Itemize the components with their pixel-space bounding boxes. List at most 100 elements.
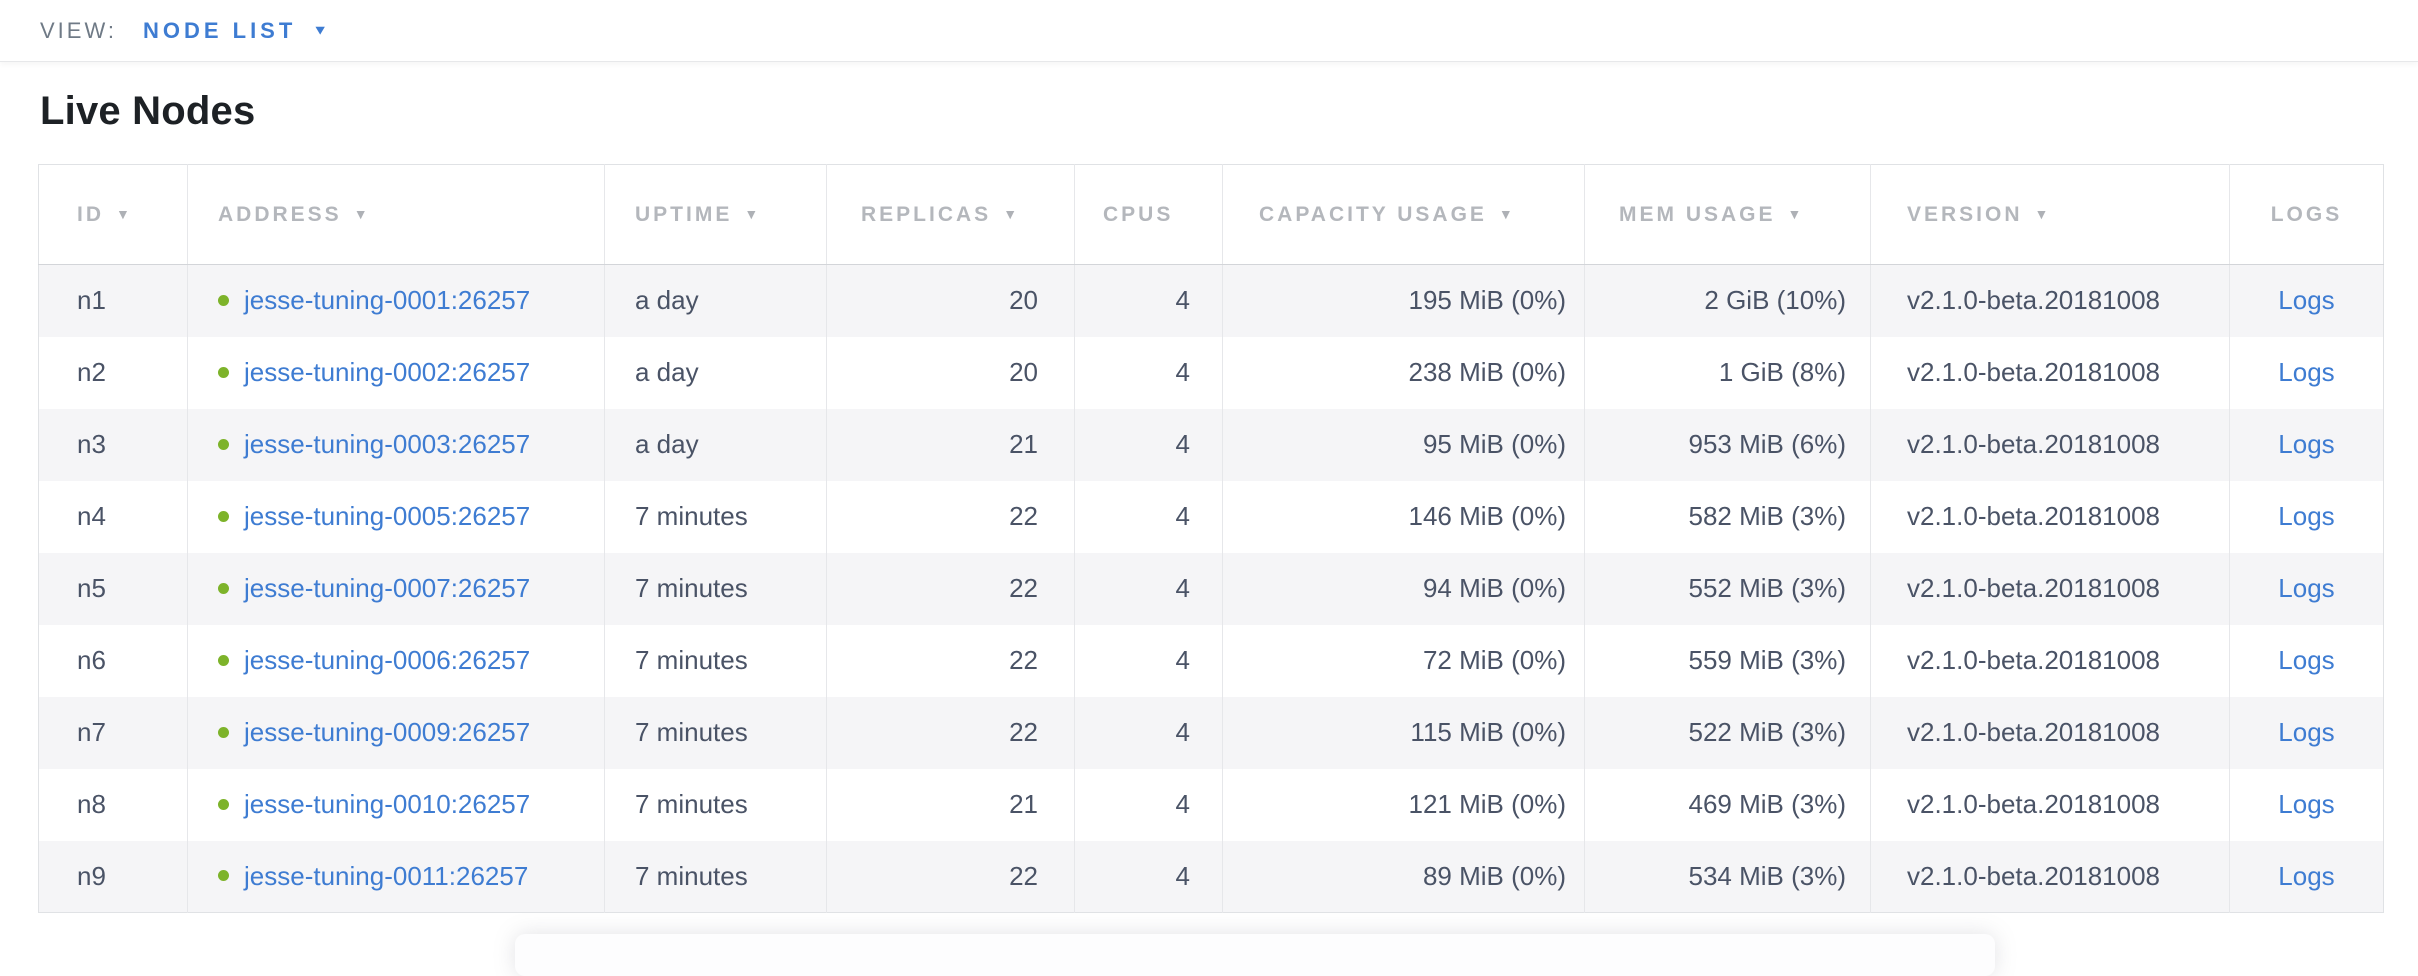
nodes-table-header: ID ▼ ADDRESS ▼ UPTIME ▼ REPLICAS ▼ CPUS CAPACITY … — [38, 164, 2384, 265]
live-status-dot — [218, 654, 229, 666]
column-header-capacity[interactable]: CAPACITY USAGE ▼ — [1222, 164, 1585, 265]
cell-cpus: 4 — [1074, 768, 1223, 841]
node-address-link[interactable]: jesse-tuning-0002:26257 — [244, 357, 531, 387]
cell-capacity: 72 MiB (0%) — [1222, 624, 1585, 697]
logs-link[interactable]: Logs — [2278, 789, 2335, 819]
node-row: n7 jesse-tuning-0009:26257 7 minutes 22 4 115… — [38, 696, 2384, 769]
live-status-dot — [218, 726, 229, 738]
cell-mem: 953 MiB (6%) — [1584, 408, 1871, 481]
node-address-link[interactable]: jesse-tuning-0001:26257 — [244, 285, 531, 316]
live-status-dot — [218, 798, 229, 810]
cell-address: jesse-tuning-0009:26257 — [187, 696, 605, 769]
cell-id: n3 — [77, 429, 106, 459]
cell-capacity: 146 MiB (0%) — [1222, 480, 1585, 553]
cell-id: n2 — [77, 357, 106, 387]
cell-version: v2.1.0-beta.20181008 — [1870, 336, 2230, 409]
live-status-dot — [218, 582, 229, 594]
logs-link[interactable]: Logs — [2278, 285, 2335, 316]
nodes-table: ID ▼ ADDRESS ▼ UPTIME ▼ REPLICAS ▼ CPUS CAPACITY … — [38, 164, 2384, 913]
column-header-replicas[interactable]: REPLICAS ▼ — [826, 164, 1075, 265]
logs-link[interactable]: Logs — [2278, 357, 2335, 387]
cell-replicas: 22 — [826, 480, 1075, 553]
logs-link[interactable]: Logs — [2278, 501, 2335, 531]
node-address-link[interactable]: jesse-tuning-0009:26257 — [244, 717, 531, 747]
cell-cpus: 4 — [1074, 624, 1223, 697]
sort-desc-icon: ▼ — [2034, 205, 2049, 222]
cell-cpus: 4 — [1074, 552, 1223, 625]
logs-link[interactable]: Logs — [2278, 860, 2335, 891]
cell-uptime: a day — [604, 408, 827, 481]
logs-link[interactable]: Logs — [2278, 645, 2335, 675]
cell-version: v2.1.0-beta.20181008 — [1870, 264, 2230, 337]
cell-address: jesse-tuning-0003:26257 — [187, 408, 605, 481]
cell-address: jesse-tuning-0010:26257 — [187, 768, 605, 841]
logs-link[interactable]: Logs — [2278, 429, 2335, 459]
cell-capacity: 238 MiB (0%) — [1222, 336, 1585, 409]
sort-desc-icon: ▼ — [1498, 205, 1513, 222]
cell-cpus: 4 — [1074, 480, 1223, 553]
node-address-link[interactable]: jesse-tuning-0011:26257 — [244, 860, 529, 891]
logs-link[interactable]: Logs — [2278, 573, 2335, 603]
node-address-link[interactable]: jesse-tuning-0005:26257 — [244, 501, 531, 531]
cell-replicas: 20 — [826, 264, 1075, 337]
cell-logs: Logs — [2229, 408, 2384, 481]
node-address-link[interactable]: jesse-tuning-0007:26257 — [244, 573, 531, 603]
node-row: n4 jesse-tuning-0005:26257 7 minutes 22 4 146… — [38, 480, 2384, 553]
cell-mem: 559 MiB (3%) — [1584, 624, 1871, 697]
column-header-label: CAPACITY USAGE — [1259, 202, 1487, 226]
column-header-label: REPLICAS — [861, 202, 992, 226]
cell-cpus: 4 — [1074, 696, 1223, 769]
node-row: n9 jesse-tuning-0011:26257 7 minutes 22 4 89 … — [38, 840, 2384, 913]
sort-desc-icon: ▼ — [744, 205, 759, 222]
live-status-dot — [218, 870, 229, 882]
column-header-cpus: CPUS — [1074, 164, 1223, 265]
node-row: n1 jesse-tuning-0001:26257 a day 20 4 195 MiB… — [38, 264, 2384, 337]
cell-id: n4 — [77, 501, 106, 531]
cell-id: n8 — [77, 789, 106, 819]
cell-logs: Logs — [2229, 552, 2384, 625]
cell-address: jesse-tuning-0006:26257 — [187, 624, 605, 697]
column-header-label: VERSION — [1907, 202, 2023, 226]
cell-version: v2.1.0-beta.20181008 — [1870, 552, 2230, 625]
cell-version: v2.1.0-beta.20181008 — [1870, 624, 2230, 697]
page-title: Live Nodes — [40, 89, 256, 133]
live-status-dot — [218, 438, 229, 450]
node-address-link[interactable]: jesse-tuning-0010:26257 — [244, 789, 531, 819]
live-nodes-section: Live Nodes ID ▼ ADDRESS ▼ UPTIME ▼ REPLICAS ▼ CP… — [0, 89, 2418, 913]
node-address-link[interactable]: jesse-tuning-0006:26257 — [244, 645, 531, 675]
cell-mem: 552 MiB (3%) — [1584, 552, 1871, 625]
column-header-id[interactable]: ID ▼ — [38, 164, 188, 265]
cell-version: v2.1.0-beta.20181008 — [1870, 768, 2230, 841]
cell-capacity: 195 MiB (0%) — [1222, 264, 1585, 337]
cell-logs: Logs — [2229, 624, 2384, 697]
cell-id: n9 — [77, 860, 106, 891]
dropdown-caret-icon: ▼ — [312, 22, 329, 38]
cell-id: n5 — [77, 573, 106, 603]
cell-replicas: 22 — [826, 552, 1075, 625]
sort-desc-icon: ▼ — [1003, 205, 1018, 222]
cell-uptime: 7 minutes — [604, 768, 827, 841]
node-address-link[interactable]: jesse-tuning-0003:26257 — [244, 429, 531, 459]
view-selector[interactable]: NODE LIST ▼ — [143, 18, 328, 44]
logs-link[interactable]: Logs — [2278, 717, 2335, 747]
column-header-label: CPUS — [1103, 202, 1174, 226]
column-header-label: ID — [77, 202, 104, 226]
cell-logs: Logs — [2229, 840, 2384, 913]
cell-capacity: 95 MiB (0%) — [1222, 408, 1585, 481]
cell-logs: Logs — [2229, 480, 2384, 553]
cell-replicas: 20 — [826, 336, 1075, 409]
cell-capacity: 89 MiB (0%) — [1222, 840, 1585, 913]
cell-replicas: 21 — [826, 768, 1075, 841]
cell-cpus: 4 — [1074, 264, 1223, 337]
column-header-mem[interactable]: MEM USAGE ▼ — [1584, 164, 1871, 265]
cell-version: v2.1.0-beta.20181008 — [1870, 840, 2230, 913]
column-header-address[interactable]: ADDRESS ▼ — [187, 164, 605, 265]
cell-mem: 582 MiB (3%) — [1584, 480, 1871, 553]
view-selected-value: NODE LIST — [142, 17, 297, 43]
column-header-version[interactable]: VERSION ▼ — [1870, 164, 2230, 265]
cell-uptime: 7 minutes — [604, 624, 827, 697]
cell-mem: 2 GiB (10%) — [1584, 264, 1871, 337]
sort-desc-icon: ▼ — [353, 205, 368, 222]
node-row: n8 jesse-tuning-0010:26257 7 minutes 21 4 121… — [38, 768, 2384, 841]
column-header-uptime[interactable]: UPTIME ▼ — [604, 164, 827, 265]
